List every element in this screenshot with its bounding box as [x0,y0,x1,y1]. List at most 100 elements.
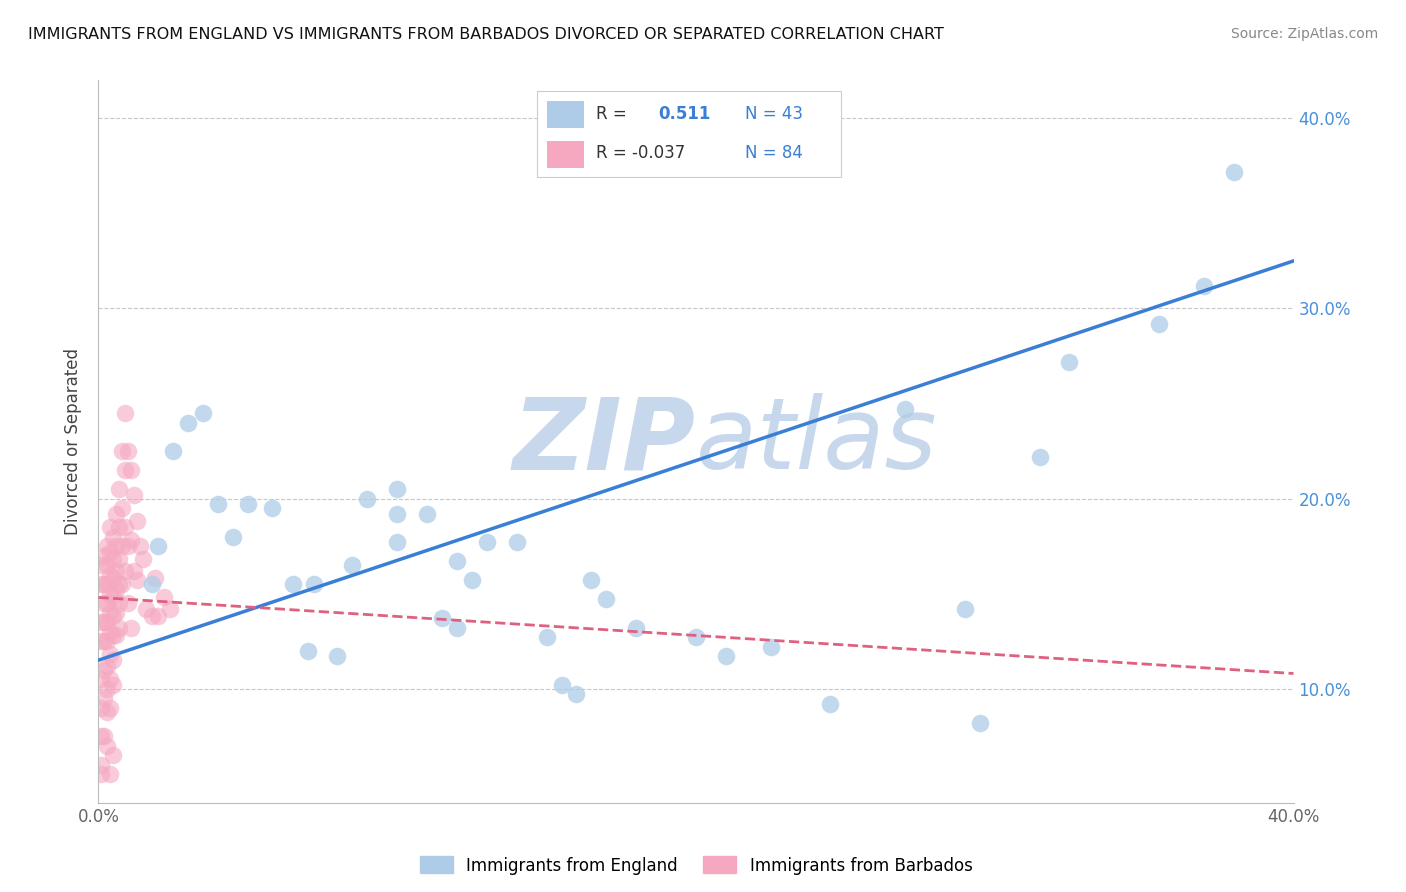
Point [111,501,134,516]
Point [820,697,842,711]
Point [506,535,529,549]
Point [969,715,991,730]
Point [108,482,131,496]
Point [98,700,122,714]
Point [207,497,229,511]
Point [105,582,128,597]
Point [98,567,122,582]
Point [103,653,125,667]
Point [565,687,588,701]
Point [96,539,118,553]
Text: 0.511: 0.511 [658,105,710,123]
Point [90,634,112,648]
Point [108,520,131,534]
Y-axis label: Divorced or Separated: Divorced or Separated [65,348,83,535]
FancyBboxPatch shape [537,91,841,177]
Point [103,678,125,692]
Point [96,615,118,630]
Point [714,649,737,664]
Text: R = -0.037: R = -0.037 [596,145,685,162]
Point [103,552,125,566]
Point [581,574,603,588]
Point [93,691,115,706]
Point [148,539,170,553]
Point [953,602,976,616]
Point [124,564,146,578]
Text: R =: R = [596,105,627,123]
Point [416,507,439,521]
Point [236,497,259,511]
Point [127,515,149,529]
Point [141,577,163,591]
Point [1059,354,1081,368]
Point [759,640,782,654]
Point [96,577,118,591]
Text: IMMIGRANTS FROM ENGLAND VS IMMIGRANTS FROM BARBADOS DIVORCED OR SEPARATED CORREL: IMMIGRANTS FROM ENGLAND VS IMMIGRANTS FR… [28,27,943,42]
Point [90,729,112,743]
Point [93,729,115,743]
Point [385,507,409,521]
Point [129,539,152,553]
Point [98,648,122,662]
Point [90,767,112,781]
Point [114,520,136,534]
Point [222,530,245,544]
Point [260,501,283,516]
Point [385,535,409,549]
Point [120,463,142,477]
Point [103,571,125,585]
Point [111,444,134,458]
Point [93,663,115,677]
Point [105,507,128,521]
Point [103,591,125,605]
Point [98,545,122,559]
Point [1192,278,1215,293]
Point [177,416,200,430]
Point [96,596,118,610]
Point [143,571,166,585]
Point [117,444,139,458]
Bar [547,141,583,168]
Point [98,672,122,686]
Point [105,539,128,553]
Point [108,596,131,610]
Point [90,558,112,573]
Text: N = 43: N = 43 [745,105,803,123]
Point [108,577,131,591]
Bar [547,101,583,128]
Point [114,564,136,578]
Point [96,705,118,719]
Point [595,592,617,607]
Point [342,558,364,573]
Point [93,596,115,610]
Point [446,554,468,568]
Point [461,574,484,588]
Point [90,615,112,630]
Point [356,491,378,506]
Point [1147,317,1170,331]
Point [894,402,917,417]
Point [297,643,319,657]
Point [281,577,304,591]
Point [108,621,131,635]
Point [1223,164,1246,178]
Point [98,767,122,781]
Point [108,552,131,566]
Point [103,609,125,624]
Point [141,609,163,624]
Point [326,649,349,664]
Point [120,533,142,548]
Text: atlas: atlas [696,393,938,490]
Point [98,520,122,534]
Point [103,748,125,763]
Point [105,606,128,620]
Point [302,577,325,591]
Point [98,606,122,620]
Point [127,574,149,588]
Point [105,628,128,642]
Point [117,539,139,553]
Point [191,406,214,420]
Point [114,463,136,477]
Point [105,564,128,578]
Point [430,611,453,625]
